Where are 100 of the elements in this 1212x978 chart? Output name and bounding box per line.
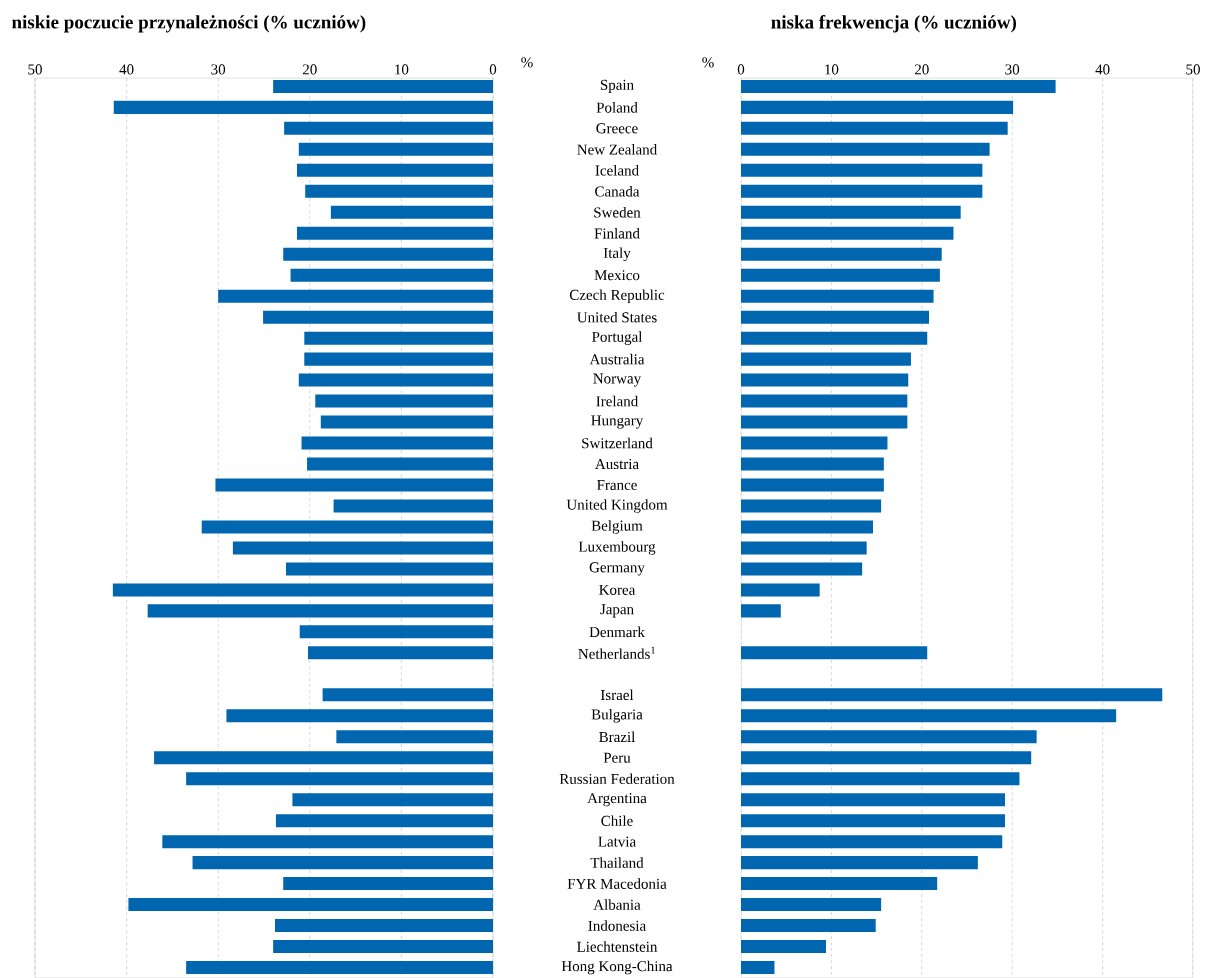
y-tick-label: Albania (593, 899, 641, 910)
y-tick-label: Korea (599, 584, 636, 595)
bar (741, 121, 1008, 135)
bar (741, 100, 1014, 114)
bar (741, 352, 911, 366)
y-tick-label: Thailand (590, 857, 644, 868)
bar (290, 268, 493, 282)
bar (296, 226, 493, 240)
bar (741, 583, 820, 597)
bar (741, 751, 1032, 765)
y-tick-label: Netherlands$^{1}$ (578, 646, 655, 659)
bar (201, 520, 493, 534)
bar (741, 814, 1005, 828)
y-tick-label: Chile (601, 815, 633, 826)
bar (741, 562, 863, 576)
y-tick-label: Greece (596, 123, 638, 134)
bar (741, 961, 775, 975)
bar (741, 436, 888, 450)
bar (307, 457, 493, 471)
bar (232, 541, 493, 555)
y-tick-label: Indonesia (588, 920, 646, 931)
bar (741, 856, 978, 870)
y-tick-label: FYR Macedonia (567, 878, 667, 889)
x-tick-label: 30 (211, 64, 226, 75)
y-tick-label: United States (577, 311, 657, 323)
bar (274, 919, 493, 933)
bar (305, 184, 493, 198)
bar (162, 835, 493, 849)
x-tick-label: 20 (302, 64, 317, 75)
bar (741, 373, 909, 387)
y-tick-label: Luxembourg (578, 541, 656, 555)
y-tick-label: Portugal (592, 331, 643, 345)
bar (741, 499, 882, 513)
bar (741, 142, 990, 156)
bar (304, 352, 493, 366)
y-tick-label: Denmark (589, 626, 645, 638)
x-tick-label: 20 (914, 64, 929, 75)
bar (128, 898, 493, 912)
bar (741, 940, 826, 954)
chart-title: niska frekwencja (% uczniów) (771, 15, 1017, 33)
x-tick-label: 50 (1186, 64, 1200, 75)
bar (283, 247, 493, 261)
bar (741, 205, 961, 219)
bar (113, 100, 493, 114)
bar (741, 478, 884, 492)
bar (741, 415, 908, 429)
bar (273, 940, 493, 954)
bar (307, 646, 493, 660)
chart-title: niskie poczucie przynależności (% uczniów) (12, 15, 366, 33)
y-tick-label: New Zealand (577, 144, 657, 155)
bar (315, 394, 493, 408)
bar (741, 184, 983, 198)
y-tick-label: Brazil (599, 731, 636, 743)
bar (741, 457, 884, 471)
y-tick-label: Finland (594, 227, 640, 239)
y-tick-label: United Kingdom (566, 499, 668, 513)
bar (741, 604, 781, 618)
bar (299, 625, 493, 639)
x-axis-title: % (702, 57, 714, 68)
bar (322, 688, 493, 702)
bar (741, 709, 1117, 723)
y-tick-label: Liechtenstein (577, 941, 658, 952)
bar (741, 772, 1020, 786)
y-tick-label: Belgium (591, 520, 643, 534)
x-tick-label: 50 (28, 64, 42, 75)
bar (741, 919, 876, 933)
x-tick-label: 0 (737, 64, 745, 75)
y-tick-label: Spain (600, 79, 634, 93)
bar (741, 646, 928, 660)
bar (186, 961, 493, 975)
y-tick-label: Russian Federation (559, 773, 675, 784)
bar (336, 730, 493, 744)
bar (192, 856, 493, 870)
y-tick-label: Italy (603, 247, 631, 262)
bar (284, 121, 493, 135)
bar (741, 163, 983, 177)
bar (741, 688, 1163, 702)
y-tick-label: Bulgaria (591, 708, 643, 723)
x-tick-label: 0 (489, 64, 497, 75)
y-tick-label: Argentina (587, 793, 647, 807)
bar (283, 877, 493, 891)
bar (298, 142, 493, 156)
x-tick-label: 30 (1005, 64, 1020, 75)
y-tick-label: Iceland (595, 165, 639, 176)
bar (333, 499, 493, 513)
bar (741, 247, 942, 261)
bar (741, 289, 934, 303)
bar (292, 793, 493, 807)
bar (186, 772, 493, 786)
bar (296, 163, 493, 177)
bar (218, 289, 493, 303)
y-tick-label: Hong Kong-China (561, 960, 673, 975)
bar (301, 436, 493, 450)
y-tick-label: France (597, 480, 637, 490)
bar (741, 79, 1056, 93)
y-tick-label: Mexico (594, 270, 640, 281)
bar (154, 751, 493, 765)
bar (273, 79, 493, 93)
bar (215, 478, 493, 492)
bar (741, 835, 1003, 849)
